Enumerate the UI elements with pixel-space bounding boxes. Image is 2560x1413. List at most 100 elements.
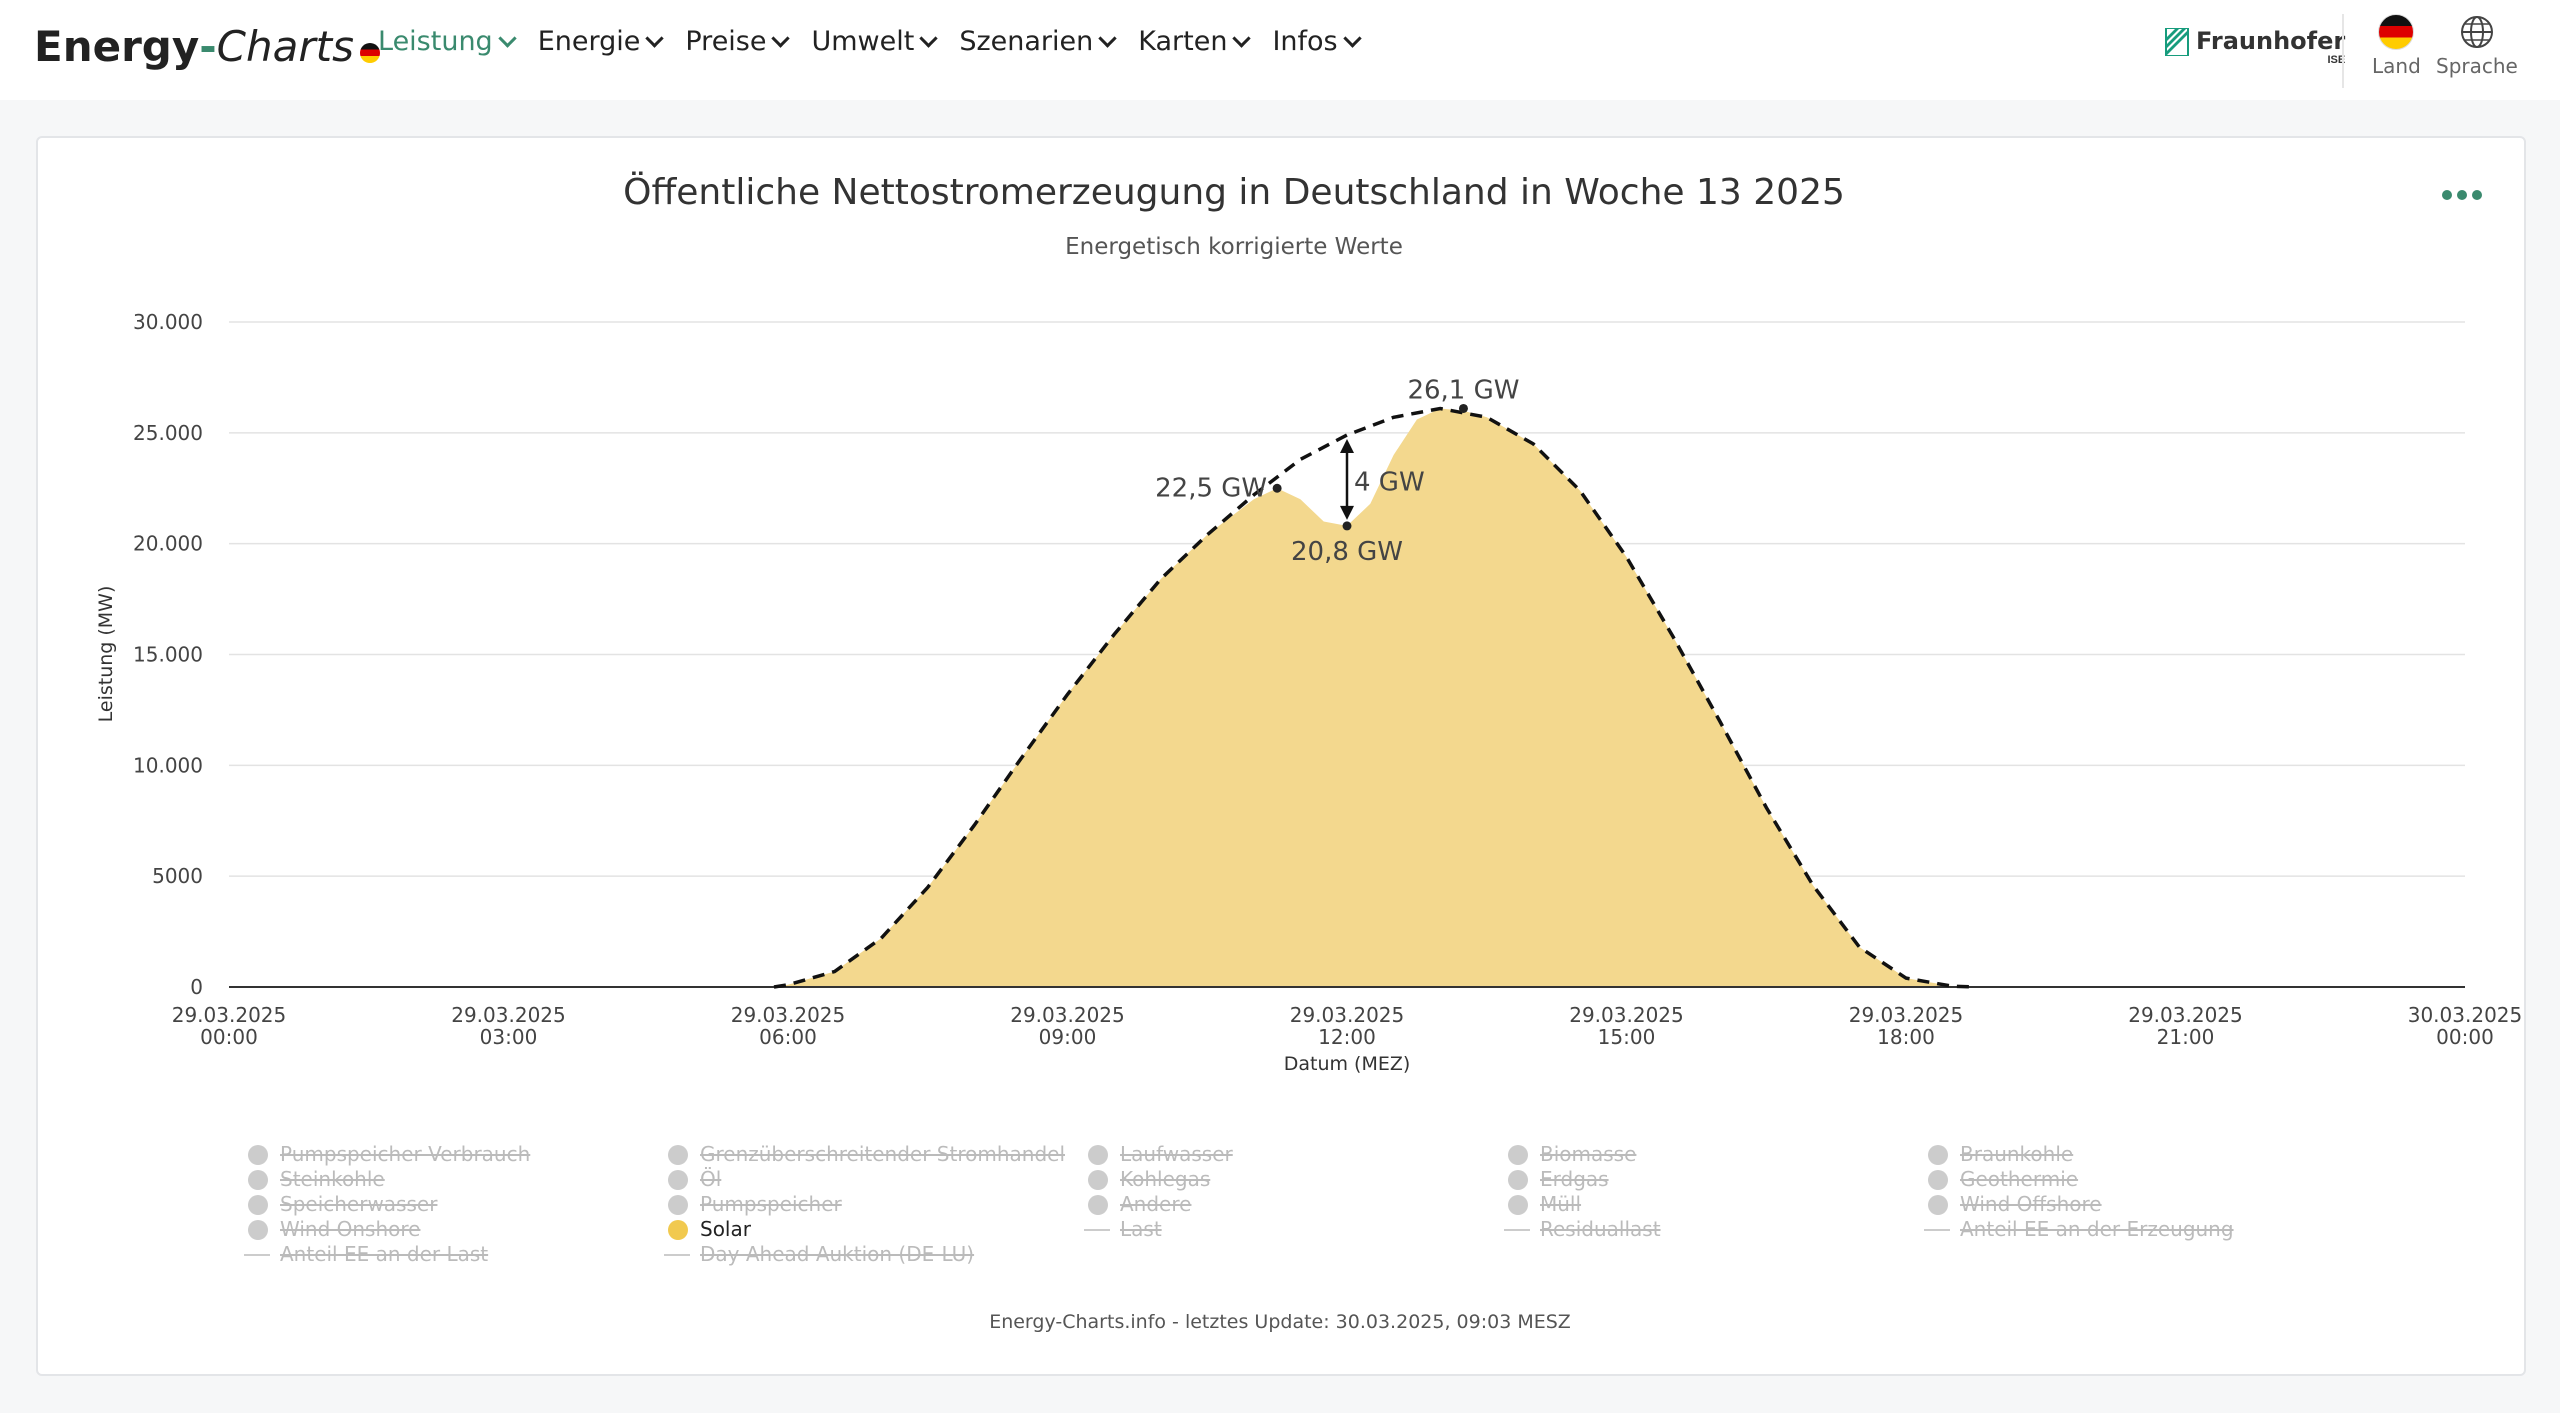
legend-label: Residuallast <box>1540 1217 1661 1241</box>
legend-item[interactable]: Steinkohle <box>248 1167 385 1191</box>
x-tick-date: 29.03.2025 <box>2128 1003 2243 1027</box>
legend-item[interactable]: Erdgas <box>1508 1167 1609 1191</box>
y-tick-label: 25.000 <box>133 421 203 445</box>
y-tick-label: 10.000 <box>133 753 203 777</box>
legend-label: Geothermie <box>1960 1167 2079 1191</box>
fraunhofer-name: Fraunhofer <box>2196 27 2346 55</box>
arrow-up-icon <box>1340 439 1354 454</box>
legend-item[interactable]: Andere <box>1088 1192 1191 1216</box>
legend-item[interactable]: Residuallast <box>1504 1217 1661 1241</box>
fraunhofer-mark-icon <box>2165 28 2189 56</box>
legend-item[interactable]: Biomasse <box>1508 1142 1636 1166</box>
legend-label: Day Ahead Auktion (DE-LU) <box>700 1242 975 1266</box>
nav-leistung[interactable]: Leistung <box>378 26 517 57</box>
legend-line-icon <box>1084 1229 1110 1231</box>
legend-dot-icon <box>1928 1195 1948 1215</box>
nav-label: Szenarien <box>959 26 1094 57</box>
nav-label: Infos <box>1272 26 1338 57</box>
legend-dot-icon <box>248 1170 268 1190</box>
nav-energie[interactable]: Energie <box>537 26 665 57</box>
nav-preise[interactable]: Preise <box>685 26 791 57</box>
energy-charts-logo[interactable]: Energy-Charts <box>34 22 380 71</box>
legend-dot-icon <box>1508 1170 1528 1190</box>
germany-flag-icon <box>2378 14 2415 50</box>
nav-label: Leistung <box>378 26 493 57</box>
annotation-dip-label: 20,8 GW <box>1291 537 1403 567</box>
x-tick-time: 18:00 <box>1877 1025 1935 1049</box>
legend-item[interactable]: Anteil EE an der Last <box>244 1242 489 1266</box>
legend-label: Solar <box>700 1217 751 1241</box>
legend-item[interactable]: Day Ahead Auktion (DE-LU) <box>664 1242 975 1266</box>
x-tick-time: 12:00 <box>1318 1025 1376 1049</box>
x-tick-date: 29.03.2025 <box>451 1003 566 1027</box>
language-label: Sprache <box>2436 54 2518 78</box>
y-axis-ticks: 0 5000 10.000 15.000 20.000 25.000 30.000 <box>133 310 203 999</box>
legend-item[interactable]: Laufwasser <box>1088 1142 1233 1166</box>
annotation-left-label: 22,5 GW <box>1155 473 1267 503</box>
legend-item[interactable]: Braunkohle <box>1928 1142 2074 1166</box>
x-tick-time: 03:00 <box>480 1025 538 1049</box>
legend-item[interactable]: Pumpspeicher <box>668 1192 842 1216</box>
annotation-point <box>1342 521 1352 531</box>
legend-line-icon <box>1504 1229 1530 1231</box>
legend-item[interactable]: Anteil EE an der Erzeugung <box>1924 1217 2234 1241</box>
nav-karten[interactable]: Karten <box>1138 26 1252 57</box>
legend-dot-icon <box>248 1220 268 1240</box>
annotation-layer: 26,1 GW 22,5 GW 20,8 GW 4 GW <box>1155 375 1519 566</box>
legend-line-icon <box>664 1254 690 1256</box>
legend-item[interactable]: Grenzüberschreitender Stromhandel <box>668 1142 1065 1166</box>
fraunhofer-sub: ISE <box>2327 54 2346 66</box>
legend-label: Braunkohle <box>1960 1142 2074 1166</box>
legend-item[interactable]: Last <box>1084 1217 1162 1241</box>
nav-szenarien[interactable]: Szenarien <box>959 26 1117 57</box>
x-tick-time: 00:00 <box>2436 1025 2494 1049</box>
legend-label: Pumpspeicher <box>700 1192 842 1216</box>
legend-label: Wind Onshore <box>280 1217 421 1241</box>
legend-dot-icon <box>668 1220 688 1240</box>
legend-item[interactable]: Solar <box>668 1217 751 1241</box>
chart-menu-button[interactable] <box>2442 190 2482 200</box>
germany-flag-icon <box>359 43 380 63</box>
update-note: Energy-Charts.info - letztes Update: 30.… <box>989 1311 1571 1333</box>
envelope-dashed-line <box>773 406 1976 989</box>
language-button[interactable]: Sprache <box>2436 14 2518 78</box>
legend-label: Anteil EE an der Erzeugung <box>1960 1217 2234 1241</box>
legend-item[interactable]: Kohlegas <box>1088 1167 1211 1191</box>
dot-icon <box>2472 190 2482 200</box>
legend-label: Anteil EE an der Last <box>280 1242 489 1266</box>
legend-item[interactable]: Öl <box>668 1167 721 1191</box>
legend-label: Speicherwasser <box>280 1192 438 1216</box>
country-button[interactable]: Land <box>2372 14 2421 78</box>
nav-infos[interactable]: Infos <box>1272 26 1362 57</box>
legend-label: Pumpspeicher Verbrauch <box>280 1142 531 1166</box>
brand-part2: Charts <box>216 22 354 71</box>
x-tick-date: 29.03.2025 <box>1010 1003 1125 1027</box>
legend-label: Kohlegas <box>1120 1167 1211 1191</box>
legend-dot-icon <box>668 1145 688 1165</box>
nav-label: Energie <box>537 26 641 57</box>
annotation-point <box>1272 483 1282 493</box>
legend-item[interactable]: Geothermie <box>1928 1167 2079 1191</box>
legend-item[interactable]: Wind Offshore <box>1928 1192 2102 1216</box>
legend-item[interactable]: Wind Onshore <box>248 1217 421 1241</box>
x-tick-time: 15:00 <box>1598 1025 1656 1049</box>
legend-item[interactable]: Müll <box>1508 1192 1581 1216</box>
legend-item[interactable]: Speicherwasser <box>248 1192 438 1216</box>
dot-icon <box>2442 190 2452 200</box>
legend-dot-icon <box>1088 1170 1108 1190</box>
country-label: Land <box>2372 54 2421 78</box>
x-axis-label: Datum (MEZ) <box>1284 1053 1411 1075</box>
annotation-point <box>1458 403 1468 413</box>
fraunhofer-logo[interactable]: Fraunhofer ISE <box>2164 28 2345 66</box>
legend-dot-icon <box>668 1170 688 1190</box>
annotation-peak-label: 26,1 GW <box>1407 375 1519 405</box>
x-tick-time: 00:00 <box>200 1025 258 1049</box>
legend-item[interactable]: Pumpspeicher Verbrauch <box>248 1142 531 1166</box>
legend-dot-icon <box>1088 1195 1108 1215</box>
nav-umwelt[interactable]: Umwelt <box>811 26 939 57</box>
y-tick-label: 15.000 <box>133 643 203 667</box>
legend-dot-icon <box>248 1145 268 1165</box>
series-layer <box>229 406 2465 989</box>
main-nav: Leistung Energie Preise Umwelt Szenarien… <box>378 26 1383 57</box>
